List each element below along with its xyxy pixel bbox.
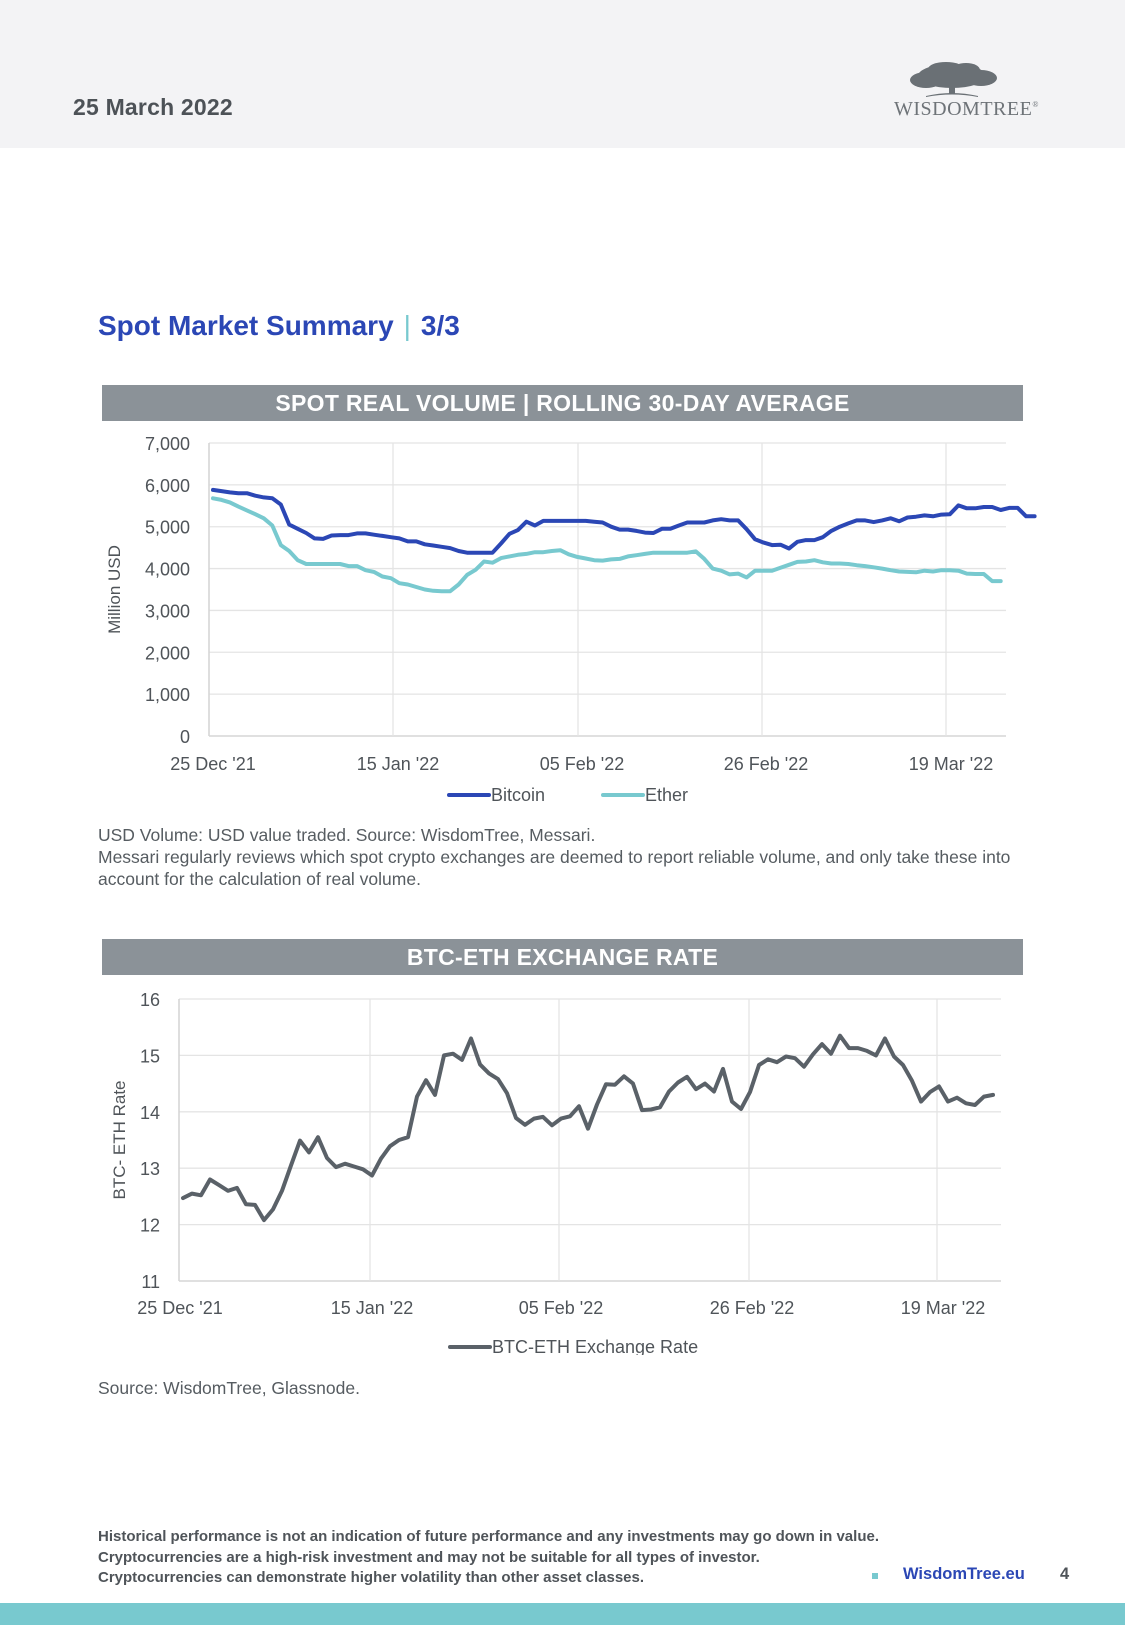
legend-label: BTC-ETH Exchange Rate [492, 1337, 698, 1355]
y-tick-label: 13 [140, 1159, 160, 1179]
y-tick-label: 16 [140, 990, 160, 1010]
page-title: Spot Market Summary | 3/3 [98, 310, 460, 342]
wisdomtree-website-link[interactable]: WisdomTree.eu [903, 1565, 1025, 1583]
x-tick-label: 05 Feb '22 [540, 754, 625, 774]
page-title-part: 3/3 [420, 310, 460, 341]
page-header: 25 March 2022 WISDOMTREE® [0, 0, 1125, 148]
x-tick-label: 26 Feb '22 [724, 754, 809, 774]
wisdomtree-tree-logo-icon [910, 62, 997, 97]
y-axis-title: Million USD [105, 545, 124, 634]
chart1-note-1: USD Volume: USD value traded. Source: Wi… [98, 825, 596, 845]
footer-disclaimer: Historical performance is not an indicat… [98, 1527, 879, 1589]
y-tick-label: 12 [140, 1216, 160, 1236]
y-tick-label: 6,000 [145, 476, 190, 496]
y-tick-label: 5,000 [145, 518, 190, 538]
y-tick-label: 1,000 [145, 685, 190, 705]
x-tick-label: 05 Feb '22 [519, 1298, 604, 1318]
disclaimer-line-3: Cryptocurrencies can demonstrate higher … [98, 1569, 645, 1586]
btc-eth-rate-chart: 11 12 13 14 15 16 25 Dec '21 15 Jan '22 05 Feb '… [110, 990, 1001, 1355]
y-tick-label: 4,000 [145, 560, 190, 580]
x-tick-label: 15 Jan '22 [357, 754, 440, 774]
y-tick-label: 2,000 [145, 643, 190, 663]
y-tick-label: 7,000 [145, 434, 190, 454]
y-axis-title: BTC- ETH Rate [110, 1080, 129, 1199]
footer-bullet-icon [872, 1573, 878, 1579]
y-tick-label: 15 [140, 1046, 160, 1066]
series-line-bitcoin [211, 487, 1037, 555]
page-number: 4 [1060, 1565, 1070, 1583]
chart2-title-bar: BTC-ETH EXCHANGE RATE [102, 939, 1023, 975]
series-line-btc-eth-exchange-rate [181, 1033, 995, 1223]
chart1-note-2: Messari regularly reviews which spot cry… [98, 847, 1011, 889]
series-line-ether [211, 496, 1003, 594]
wisdomtree-logo-text: WISDOMTREE® [894, 98, 1039, 120]
spot-volume-chart: 0 1,000 2,000 3,000 4,000 5,000 6,000 7,000 25 D… [105, 434, 1037, 805]
disclaimer-line-2: Cryptocurrencies are a high-risk investm… [98, 1548, 760, 1566]
y-tick-label: 3,000 [145, 601, 190, 621]
chart2-source-note: Source: WisdomTree, Glassnode. [98, 1378, 360, 1398]
y-tick-label: 0 [180, 727, 190, 747]
chart1-title-bar: SPOT REAL VOLUME | ROLLING 30-DAY AVERAG… [102, 385, 1023, 421]
disclaimer-line-1: Historical performance is not an indicat… [98, 1528, 879, 1545]
legend-label: Ether [645, 785, 688, 805]
y-tick-label: 14 [140, 1103, 160, 1123]
y-tick-label: 11 [141, 1272, 160, 1292]
x-tick-label: 19 Mar '22 [909, 754, 993, 774]
page-title-separator: | [403, 310, 411, 341]
x-tick-label: 25 Dec '21 [137, 1298, 223, 1318]
bottom-accent-band [0, 1603, 1125, 1625]
x-tick-label: 26 Feb '22 [710, 1298, 795, 1318]
x-tick-label: 25 Dec '21 [170, 754, 256, 774]
report-date: 25 March 2022 [73, 94, 233, 120]
page-title-main: Spot Market Summary [98, 310, 394, 341]
legend-label: Bitcoin [491, 785, 545, 805]
x-tick-label: 19 Mar '22 [901, 1298, 985, 1318]
x-tick-label: 15 Jan '22 [331, 1298, 414, 1318]
